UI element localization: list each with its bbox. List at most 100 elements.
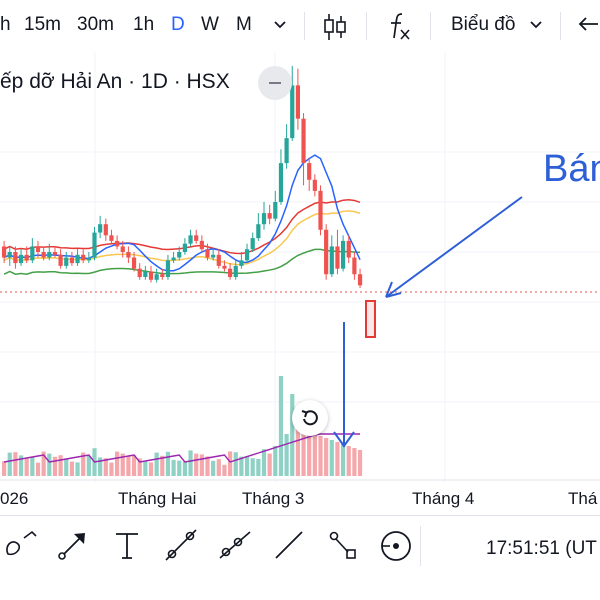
- interval-W[interactable]: W: [201, 14, 219, 35]
- candle-body: [126, 252, 131, 258]
- volume-bar: [7, 452, 12, 476]
- chart-layout-dropdown[interactable]: Biểu đồ: [451, 14, 516, 35]
- xaxis-label-apr: Tháng 4: [412, 489, 475, 508]
- volume-bar: [188, 450, 193, 476]
- chart-layout-chevron-icon[interactable]: [528, 14, 544, 40]
- interval-1h[interactable]: 1h: [133, 14, 155, 35]
- volume-bar: [69, 461, 74, 476]
- reset-chart-button[interactable]: [292, 400, 328, 436]
- volume-bar: [109, 462, 114, 476]
- volume-bar: [64, 458, 69, 476]
- candle-body: [64, 257, 69, 266]
- bottom-toolbar: 17:51:51 (UT: [0, 515, 600, 578]
- volume-bar: [228, 451, 233, 476]
- trend-line-tool-icon[interactable]: [164, 528, 198, 562]
- ma-red-line: [3, 199, 361, 255]
- candle-body: [233, 265, 238, 277]
- xaxis-label-next: Thá: [568, 489, 598, 508]
- chart-symbol-title: ếp dỡ Hải An · 1D · HSX: [0, 70, 230, 93]
- candle-body: [182, 243, 187, 252]
- candle-body: [244, 249, 250, 261]
- xaxis-label-feb: Tháng Hai: [118, 489, 197, 508]
- candle-body: [346, 240, 351, 258]
- volume-bar: [148, 462, 154, 476]
- volume-bar: [75, 462, 80, 476]
- candle-body: [239, 260, 244, 266]
- drawing-tools: [0, 516, 420, 574]
- candle-body: [301, 118, 306, 164]
- volume-bar: [47, 453, 52, 476]
- interval-D[interactable]: D: [171, 14, 185, 35]
- candle-body: [24, 254, 29, 261]
- toolbar-divider: [420, 526, 421, 566]
- candle-body: [273, 202, 278, 219]
- undo-arrow-icon[interactable]: [576, 14, 600, 40]
- volume-bar: [2, 461, 7, 476]
- volume-bar: [341, 444, 346, 476]
- candle-body: [18, 254, 24, 264]
- volume-bar: [199, 454, 204, 476]
- candle-body: [92, 232, 97, 258]
- candle-body: [160, 274, 165, 277]
- price-chart[interactable]: [0, 52, 600, 482]
- candle-body: [75, 254, 80, 264]
- candle-body: [205, 249, 210, 258]
- volume-bar: [81, 452, 86, 476]
- path-tool-icon[interactable]: [326, 528, 360, 562]
- interval-left-partial: h: [0, 14, 11, 35]
- interval-30m[interactable]: 30m: [77, 14, 114, 35]
- toolbar-divider: [304, 12, 305, 40]
- ma-yellow-line: [3, 210, 361, 266]
- candle-body: [154, 274, 159, 280]
- volume-bar: [182, 461, 187, 476]
- candle-body: [295, 85, 300, 119]
- interval-dropdown-chevron-icon[interactable]: [272, 14, 288, 40]
- candle-body: [69, 257, 74, 264]
- legend-collapse-button[interactable]: [258, 66, 292, 100]
- magnet-circle-tool-icon[interactable]: [378, 528, 412, 562]
- candle-body: [30, 246, 35, 261]
- candle-body: [290, 85, 295, 139]
- volume-bar: [352, 448, 357, 476]
- candle-body: [278, 163, 284, 202]
- volume-bar: [256, 459, 261, 476]
- volume-bar: [120, 453, 125, 476]
- indicators-fx-icon[interactable]: [386, 10, 414, 48]
- candle-body: [148, 271, 154, 280]
- volume-bar: [273, 446, 278, 476]
- xaxis-label-year: 026: [0, 489, 29, 508]
- candle-body: [137, 268, 142, 277]
- volume-bar: [86, 455, 91, 476]
- candle-body: [228, 268, 233, 277]
- candle-body: [41, 252, 46, 258]
- candlestick-chart-icon[interactable]: [322, 12, 348, 48]
- candle-body: [115, 240, 120, 247]
- ray-tool-icon[interactable]: [218, 528, 252, 562]
- volume-bar: [24, 458, 29, 476]
- candle-body: [86, 257, 91, 261]
- volume-bar: [18, 455, 24, 476]
- candle-body: [324, 229, 329, 275]
- interval-15m[interactable]: 15m: [24, 14, 61, 35]
- candle-body: [307, 163, 312, 180]
- line-tool-icon[interactable]: [272, 528, 306, 562]
- interval-M[interactable]: M: [236, 14, 252, 35]
- candle-body: [52, 252, 58, 255]
- candle-body: [335, 246, 340, 269]
- volume-bar: [233, 452, 238, 476]
- volume-bar: [154, 452, 159, 476]
- volume-ma-line: [3, 433, 361, 463]
- candle-body: [318, 190, 323, 230]
- volume-bar: [98, 457, 103, 476]
- text-tool-icon[interactable]: [110, 528, 144, 562]
- candle-body: [329, 246, 334, 275]
- volume-bar: [278, 376, 284, 476]
- toolbar-divider: [430, 12, 431, 40]
- brush-tool-icon[interactable]: [2, 528, 37, 562]
- volume-bar: [216, 459, 221, 476]
- volume-bar: [312, 404, 317, 476]
- candle-body: [35, 246, 41, 252]
- utc-clock[interactable]: 17:51:51 (UT: [486, 538, 597, 559]
- candle-body: [261, 213, 267, 225]
- arrow-tool-icon[interactable]: [56, 528, 90, 562]
